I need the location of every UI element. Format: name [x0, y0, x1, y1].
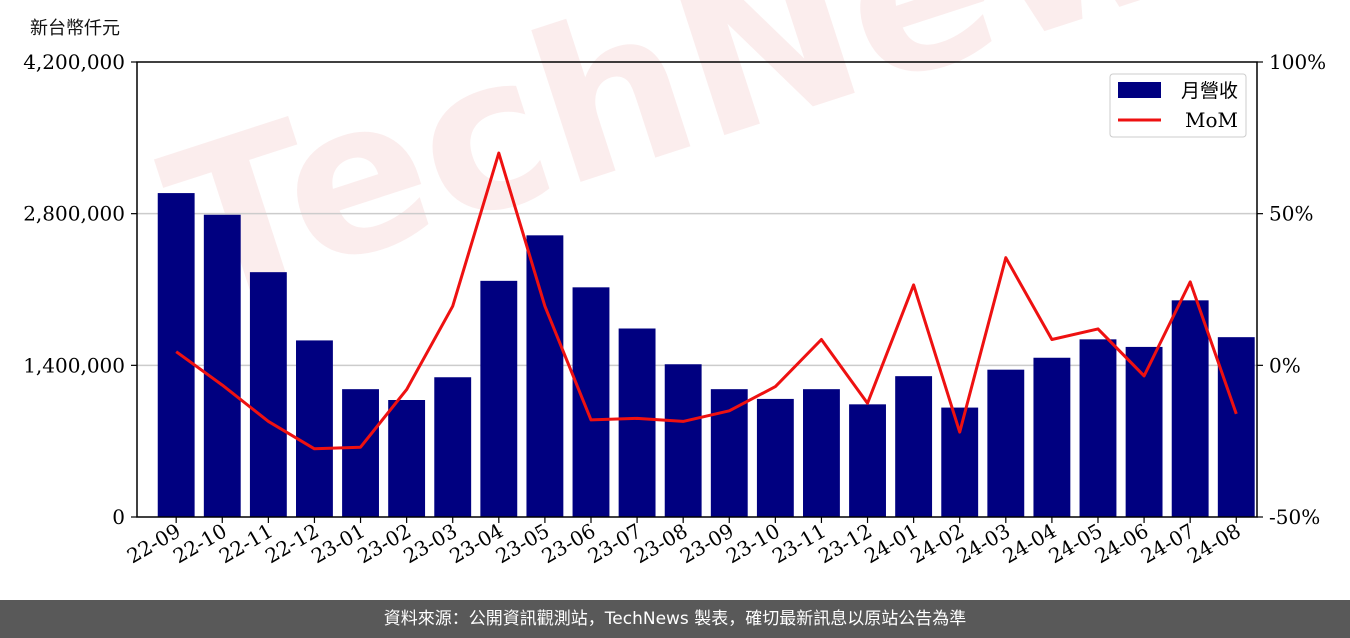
bar — [1217, 337, 1255, 517]
bar — [664, 364, 702, 517]
y-tick-label-right: -50% — [1269, 505, 1320, 529]
bar — [1033, 357, 1071, 517]
bar — [1079, 339, 1117, 517]
y-tick-label-right: 0% — [1269, 353, 1301, 377]
bar — [342, 389, 379, 517]
y-tick-label-left: 4,200,000 — [23, 50, 125, 74]
y-tick-label-right: 100% — [1269, 50, 1326, 74]
plot-frame — [136, 61, 1258, 518]
bar — [803, 389, 840, 517]
y-axis-unit-label: 新台幣仟元 — [30, 18, 120, 39]
bar — [249, 272, 287, 517]
bar — [526, 235, 564, 518]
bar — [434, 377, 472, 517]
bar — [388, 400, 426, 517]
bar — [941, 407, 979, 517]
bar — [1125, 346, 1163, 517]
bar — [618, 328, 656, 517]
legend-swatch-bar — [1118, 82, 1161, 98]
bar — [1171, 300, 1209, 517]
y-tick-label-left: 1,400,000 — [23, 353, 125, 377]
bar — [710, 389, 748, 517]
bar — [572, 287, 610, 517]
mom-line — [175, 151, 1238, 451]
bar — [203, 214, 241, 517]
bar — [895, 376, 933, 517]
bar — [296, 340, 333, 517]
y-tick-label-left: 0 — [112, 505, 125, 529]
bar — [849, 404, 886, 517]
bar — [480, 280, 518, 517]
bar — [756, 398, 794, 517]
legend-label-mom: MoM — [1185, 108, 1238, 132]
bar — [157, 193, 195, 518]
legend-label-revenue: 月營收 — [1181, 80, 1238, 102]
x-tick-label: 24-08 — [1183, 519, 1245, 569]
source-footer: 資料來源：公開資訊觀測站，TechNews 製表，確切最新訊息以原站公告為準 — [0, 600, 1350, 638]
bar — [987, 369, 1025, 517]
y-tick-label-right: 50% — [1269, 202, 1313, 226]
y-tick-label-left: 2,800,000 — [23, 202, 125, 226]
revenue-chart: 0 1,400,000 2,800,000 4,200,000 -50% 0% 50% 100… — [23, 50, 1326, 569]
